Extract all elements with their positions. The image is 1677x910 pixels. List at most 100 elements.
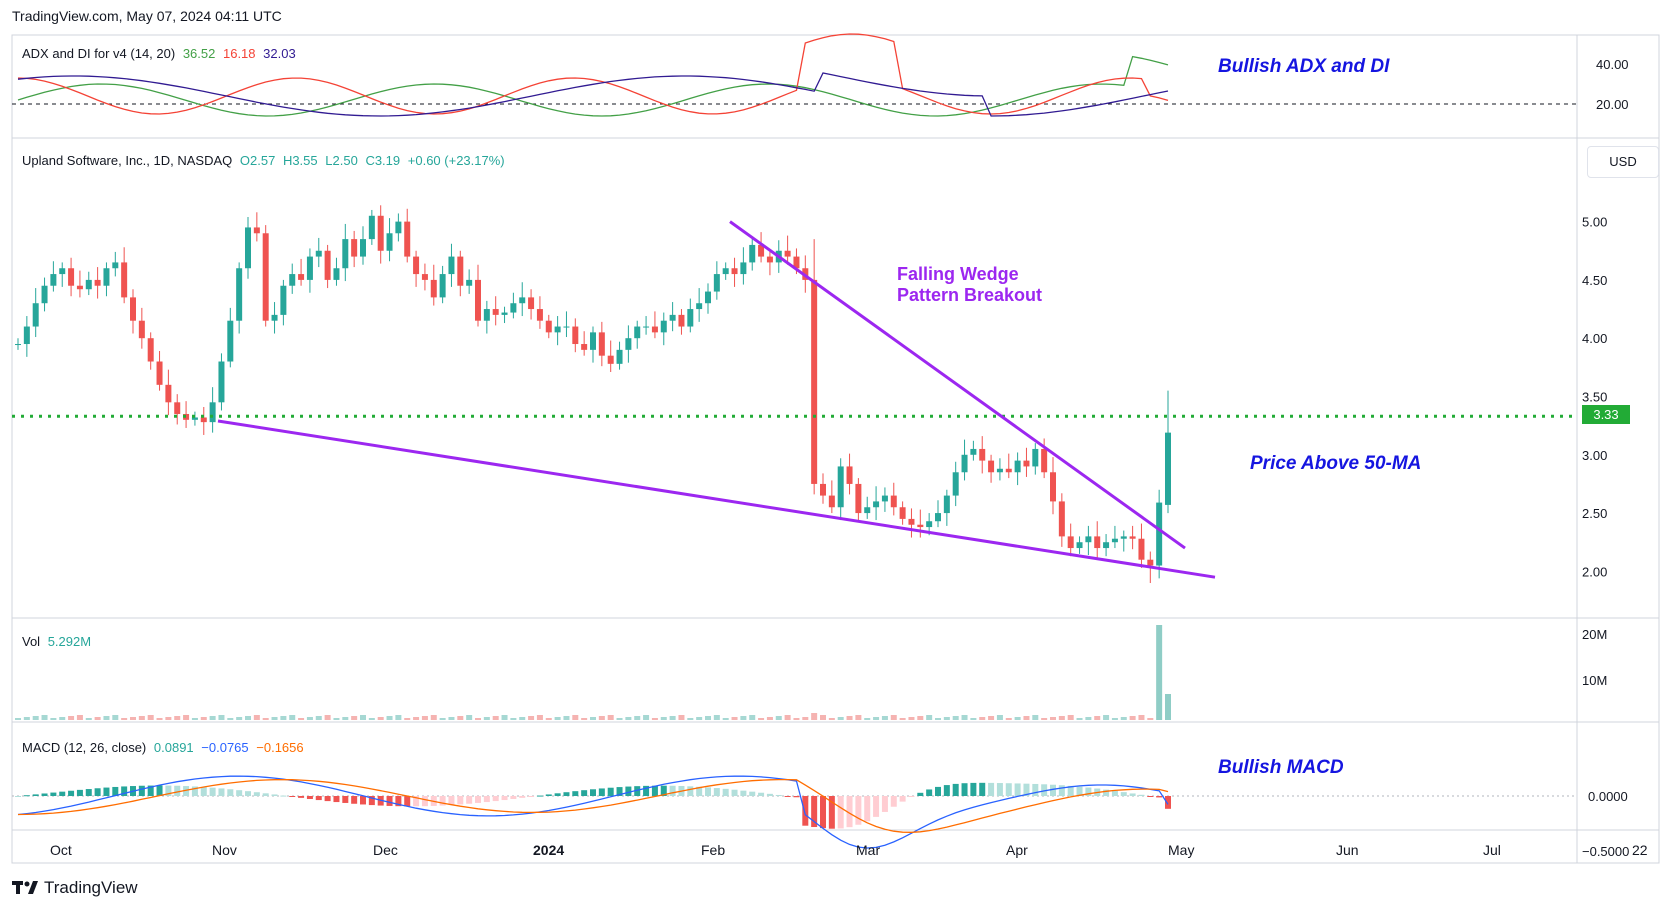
- macd-histogram-bar: [519, 796, 526, 798]
- volume-bar: [881, 716, 888, 720]
- adx-line: [17, 72, 1169, 117]
- macd-histogram-bar: [236, 790, 243, 796]
- volume-bar: [713, 715, 720, 720]
- volume-bar: [554, 717, 561, 720]
- candle-body: [669, 314, 676, 321]
- price-tick-label: 2.00: [1582, 564, 1607, 579]
- macd-histogram-bar: [705, 787, 711, 796]
- candle-body: [200, 417, 207, 423]
- volume-legend-value: 5.292M: [47, 634, 92, 649]
- macd-histogram-bar: [1120, 792, 1127, 796]
- volume-bar: [1111, 718, 1118, 720]
- candle-body: [713, 274, 720, 292]
- macd-histogram-bar: [200, 787, 207, 796]
- adx-legend-value-1: 36.52: [182, 46, 216, 61]
- volume-bar: [218, 715, 225, 720]
- macd-histogram-bar: [1129, 793, 1136, 796]
- candle-body: [634, 326, 641, 339]
- volume-bar: [1041, 718, 1048, 720]
- annotation-falling-wedge: Falling Wedge Pattern Breakout: [897, 264, 1042, 306]
- candle-body: [731, 268, 738, 275]
- candle-body: [837, 466, 844, 508]
- candle-body: [908, 518, 915, 525]
- macd-histogram-bar: [749, 791, 756, 796]
- candle-body: [280, 285, 287, 315]
- price-tick-label: 2.50: [1582, 506, 1607, 521]
- tradingview-icon: [12, 881, 38, 894]
- volume-bar: [439, 718, 446, 720]
- time-tick-label: Jul: [1483, 842, 1501, 858]
- macd-histogram-bar: [421, 796, 428, 807]
- candle-body: [651, 326, 658, 333]
- macd-histogram-bar: [448, 796, 455, 806]
- candle-body: [572, 326, 579, 345]
- time-tick-label: Dec: [373, 842, 398, 858]
- volume-bar: [209, 716, 216, 720]
- annotation-falling-wedge-line-1: Falling Wedge: [897, 264, 1019, 284]
- macd-histogram-bar: [298, 796, 305, 798]
- macd-histogram-bar: [227, 789, 234, 796]
- volume-bar: [368, 718, 375, 720]
- macd-histogram-bar: [368, 796, 375, 806]
- macd-histogram-bar: [828, 796, 835, 829]
- volume-bar: [837, 717, 844, 720]
- macd-histogram-bar: [218, 788, 225, 796]
- candle-body: [536, 309, 543, 321]
- candle-body: [94, 279, 101, 286]
- volume-bar: [85, 718, 92, 720]
- volume-bar: [315, 716, 322, 720]
- tradingview-logo[interactable]: TradingView: [12, 878, 138, 898]
- macd-histogram-bar: [147, 785, 154, 796]
- candle-body: [1014, 460, 1021, 473]
- candle-body: [103, 268, 110, 286]
- wedge-upper-trendline: [729, 220, 1186, 550]
- volume-tick-label: 10M: [1582, 673, 1607, 688]
- main-legend[interactable]: Upland Software, Inc., 1D, NASDAQ O2.57 …: [22, 153, 509, 168]
- currency-button[interactable]: USD: [1587, 146, 1659, 178]
- macd-legend[interactable]: MACD (12, 26, close) 0.0891 −0.0765 −0.1…: [22, 740, 308, 755]
- macd-histogram-bar: [607, 787, 614, 796]
- volume-bar: [660, 717, 667, 720]
- macd-histogram-bar: [935, 786, 941, 796]
- adx-tick-label: 40.00: [1596, 57, 1629, 72]
- candle-body: [988, 460, 995, 473]
- macd-histogram-bar: [59, 791, 66, 796]
- volume-bar: [581, 718, 588, 720]
- volume-bar: [68, 716, 75, 720]
- candle-body: [377, 215, 384, 251]
- candle-body: [687, 309, 694, 327]
- volume-bar: [731, 717, 738, 720]
- candle-body: [156, 361, 163, 385]
- adx-legend[interactable]: ADX and DI for v4 (14, 20) 36.52 16.18 3…: [22, 46, 300, 61]
- volume-legend[interactable]: Vol 5.292M: [22, 634, 95, 649]
- candle-body: [766, 256, 773, 263]
- candle-body: [811, 279, 818, 484]
- macd-histogram-bar: [687, 786, 694, 796]
- volume-bar: [457, 716, 464, 720]
- volume-bar: [227, 718, 234, 720]
- volume-bar: [1067, 715, 1074, 720]
- candle-body: [32, 303, 39, 327]
- macd-histogram-bar: [669, 785, 676, 796]
- macd-histogram-bar: [837, 796, 844, 829]
- candle-body: [1067, 536, 1074, 549]
- volume-bar: [200, 717, 207, 720]
- macd-histogram-bar: [996, 783, 1003, 796]
- macd-histogram-bar: [404, 796, 411, 807]
- volume-bar: [50, 718, 57, 720]
- macd-histogram-bar: [784, 796, 791, 797]
- candle-body: [262, 233, 269, 321]
- time-tick-label: May: [1168, 842, 1194, 858]
- candle-body: [1005, 468, 1012, 473]
- volume-bar: [988, 716, 995, 720]
- candle-body: [1085, 536, 1092, 543]
- volume-bar: [191, 718, 198, 720]
- volume-bar: [952, 716, 959, 720]
- volume-bar: [917, 716, 924, 720]
- time-tick-label: Apr: [1006, 842, 1028, 858]
- volume-bar: [775, 716, 782, 720]
- volume-bar: [899, 718, 906, 720]
- volume-bar: [528, 716, 535, 720]
- volume-bar: [121, 718, 128, 720]
